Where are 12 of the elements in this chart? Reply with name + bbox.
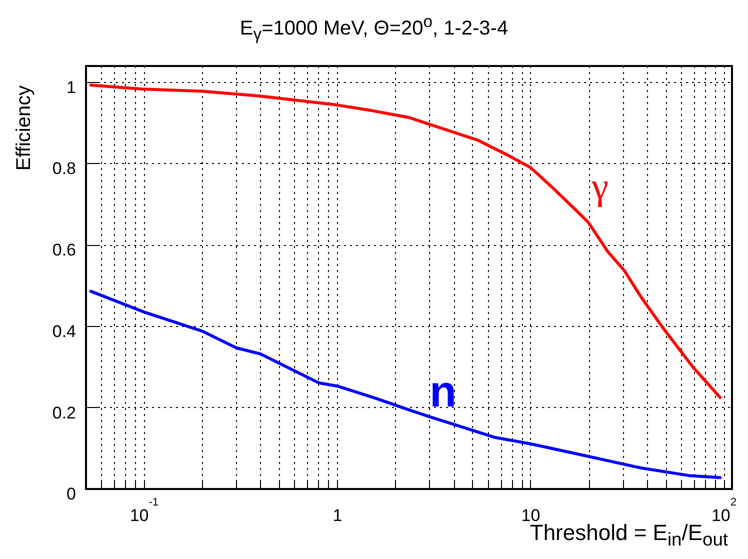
- y-tick-label: 0.8: [52, 159, 76, 178]
- y-tick-label: 0: [66, 484, 76, 504]
- x-tick-label: 10-1: [130, 496, 159, 526]
- series-label: γ: [590, 166, 608, 208]
- chart-title: E$_{γ}$=1000 MeV, Θ=20$^{o}$, 1-2-3-4: [238, 12, 510, 44]
- series-label: n: [430, 368, 456, 416]
- y-tick-label: 0.6: [52, 240, 76, 260]
- x-tick-label: 1: [332, 506, 342, 526]
- y-tick-label: 0.2: [52, 403, 76, 422]
- y-tick-label: 0.4: [52, 322, 76, 341]
- y-axis-title: Efficiency: [13, 85, 35, 171]
- y-tick-label: 1: [66, 78, 76, 97]
